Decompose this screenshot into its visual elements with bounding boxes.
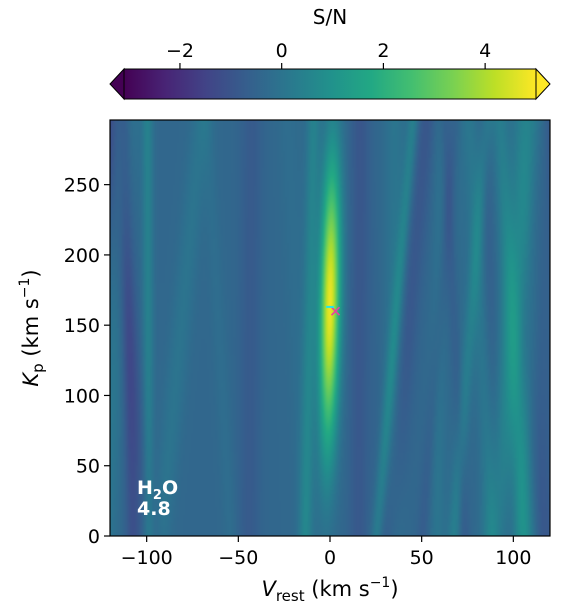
colorbar-tick-label: 4 (479, 40, 491, 62)
y-tick-label: 0 (88, 526, 100, 548)
snr-annotation: 4.8 (137, 498, 171, 520)
y-tick-label: 100 (64, 385, 100, 407)
colorbar-tick-label: −2 (166, 40, 194, 62)
colorbar: S/N −2 0 2 4 (109, 5, 551, 101)
x-tick-label: 0 (324, 547, 336, 569)
x-tick-label: 50 (410, 547, 434, 569)
colorbar-tick-label: 0 (276, 40, 288, 62)
colorbar-label: S/N (313, 5, 347, 29)
y-tick-label: 250 (64, 175, 100, 197)
y-tick-label: 200 (64, 245, 100, 267)
species-annotation: H2O (137, 477, 178, 503)
x-tick-label: 100 (495, 547, 531, 569)
colorbar-extend-low (109, 67, 125, 101)
colorbar-ticks: −2 0 2 4 (166, 40, 491, 69)
x-axis-label: Vrest (km s−1) (261, 575, 398, 605)
x-tick-label: −50 (218, 547, 258, 569)
snr-map (110, 120, 550, 536)
colorbar-tick-label: 2 (377, 40, 389, 62)
heatmap-plot: −100 −50 0 50 100 0 50 100 150 200 250 H2O 4.8 (64, 119, 551, 569)
colorbar-extend-high (535, 67, 551, 101)
y-tick-label: 50 (76, 456, 100, 478)
colorbar-gradient (123, 68, 537, 100)
marker-expected (330, 306, 341, 316)
x-tick-label: −100 (121, 547, 173, 569)
markers (326, 305, 341, 316)
y-axis-ticks: 0 50 100 150 200 250 (64, 175, 110, 548)
y-tick-label: 150 (64, 315, 100, 337)
x-axis-ticks: −100 −50 0 50 100 (121, 536, 531, 569)
y-axis-label: Kp (km s−1) (17, 269, 47, 386)
